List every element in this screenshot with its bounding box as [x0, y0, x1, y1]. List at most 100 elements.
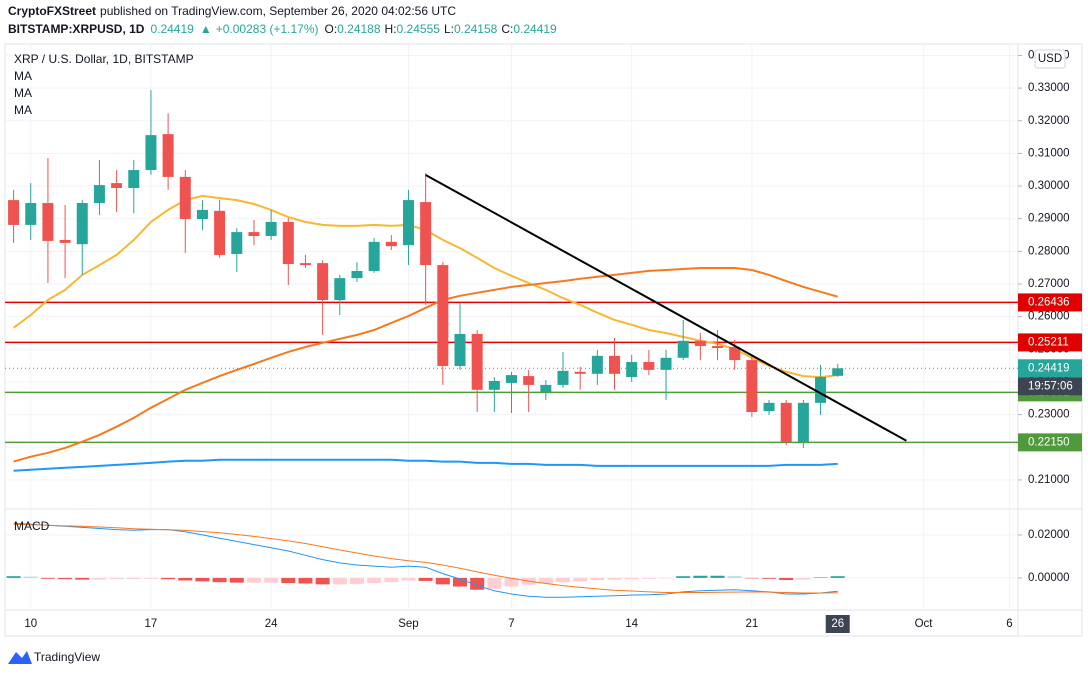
candle-body	[111, 183, 123, 189]
macd-histogram-bar	[710, 575, 725, 578]
current-date-box	[825, 615, 850, 633]
x-tick-label: 21	[745, 618, 758, 630]
candle-body	[351, 270, 363, 279]
candle-body	[93, 185, 105, 204]
high-label: H:	[385, 22, 397, 36]
candle-body	[557, 370, 569, 385]
candle-body	[76, 203, 88, 245]
candle-body	[128, 170, 140, 189]
candle-body	[282, 221, 294, 265]
candle-body	[248, 232, 260, 237]
candle-body	[420, 202, 432, 266]
candle-body	[677, 340, 689, 358]
level-label: 0.25211	[1028, 336, 1069, 348]
candle-body	[179, 176, 191, 220]
candle-body	[25, 203, 37, 225]
macd-histogram-bar	[573, 577, 588, 582]
y-tick-label: 0.27000	[1028, 278, 1070, 290]
high-value: 0.24555	[397, 22, 441, 36]
macd-histogram-bar	[727, 576, 742, 578]
macd-histogram-bar	[452, 577, 467, 587]
publish-line: CryptoFXStreet published on TradingView.c…	[8, 4, 456, 18]
macd-histogram-bar	[762, 577, 777, 579]
macd-histogram-bar	[641, 577, 656, 579]
close-label: C:	[501, 22, 513, 36]
macd-histogram-bar	[58, 577, 73, 580]
legend-entry: MA	[14, 103, 32, 117]
macd-histogram-bar	[75, 577, 90, 580]
macd-histogram-bar	[676, 576, 691, 578]
candle-body	[437, 265, 449, 366]
level-label: 0.22150	[1028, 436, 1070, 448]
currency-label[interactable]: USD	[1038, 53, 1062, 65]
current-date-label: 26	[831, 618, 844, 630]
candle-body	[591, 355, 603, 374]
close-value: 0.24419	[513, 22, 557, 36]
candle-body	[265, 221, 277, 237]
ma-line	[13, 458, 838, 472]
macd-histogram-bar	[538, 577, 553, 584]
chart-title: XRP / U.S. Dollar, 1D, BITSTAMP	[14, 52, 194, 66]
brand: TradingView	[34, 650, 100, 664]
macd-line	[13, 522, 838, 598]
candle-body	[42, 203, 54, 241]
last-price-label-box	[1018, 359, 1082, 378]
candle-body	[402, 200, 414, 246]
y-tick-label: 0.33000	[1028, 82, 1070, 94]
y-tick-label: 0.02000	[1028, 529, 1070, 541]
macd-histogram-bar	[6, 576, 21, 578]
candle-body	[694, 340, 706, 347]
candle-body	[763, 402, 775, 412]
y-tick-label: 0.26000	[1028, 311, 1070, 323]
candle-body	[317, 263, 329, 301]
candle-body	[385, 241, 397, 247]
candle-body	[506, 375, 517, 383]
macd-histogram-bar	[264, 577, 279, 583]
level-label-box	[1018, 333, 1082, 352]
macd-histogram-bar	[418, 577, 433, 581]
candle-body	[574, 371, 586, 374]
macd-histogram-bar	[109, 577, 124, 580]
macd-histogram-bar	[281, 577, 296, 584]
candle-body	[59, 239, 71, 243]
macd-histogram-bar	[126, 577, 141, 579]
candle-body	[454, 333, 466, 366]
macd-histogram-bar	[487, 577, 502, 589]
y-tick-label: 0.28000	[1028, 245, 1070, 257]
low-label: L:	[444, 22, 454, 36]
macd-histogram-bar	[401, 577, 416, 581]
candle-body	[540, 384, 552, 393]
signal-line	[13, 523, 838, 594]
macd-histogram-bar	[693, 575, 708, 578]
level-label: 0.26436	[1028, 296, 1070, 308]
macd-histogram-bar	[796, 577, 811, 580]
candle-body	[162, 134, 174, 177]
macd-histogram-bar	[332, 577, 347, 585]
candle-body	[643, 362, 655, 370]
level-label-box	[1018, 433, 1082, 452]
candle-body	[299, 263, 311, 266]
macd-histogram-bar	[349, 577, 364, 584]
candle-body	[196, 209, 208, 220]
logo-mark	[8, 651, 32, 664]
macd-histogram-bar	[40, 577, 55, 579]
candle-body	[471, 333, 483, 390]
level-label-box	[1018, 293, 1082, 312]
candle-body	[780, 402, 792, 443]
candle-body	[8, 200, 20, 225]
plot-layer: 0.340000.330000.320000.310000.300000.290…	[5, 45, 1082, 633]
macd-histogram-bar	[298, 577, 313, 584]
currency-button[interactable]	[1034, 49, 1066, 69]
y-tick-label: 0.31000	[1028, 147, 1070, 159]
candle-body	[334, 278, 346, 301]
y-tick-label: 0.23000	[1028, 409, 1070, 421]
candle-body	[815, 377, 827, 403]
last-price-label: 0.24419	[1028, 362, 1070, 374]
trendline	[425, 174, 907, 442]
macd-histogram-bar	[504, 577, 519, 587]
change: +0.00283 (+1.17%)	[216, 22, 319, 36]
low-value: 0.24158	[454, 22, 498, 36]
macd-histogram-bar	[23, 576, 38, 578]
macd-histogram-bar	[779, 577, 794, 581]
